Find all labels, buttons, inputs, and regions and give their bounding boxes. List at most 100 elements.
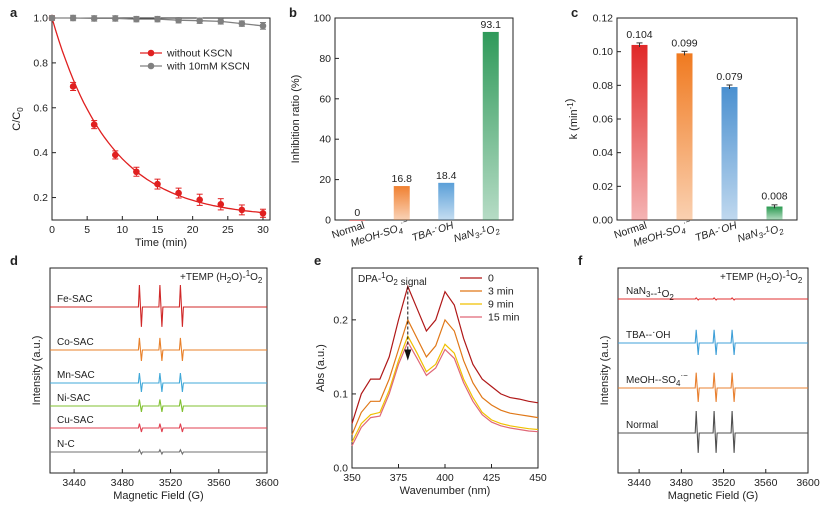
annotation: +TEMP (H2O)-1O2 (720, 269, 803, 285)
y-axis-tick-label: 0.02 (593, 181, 614, 193)
legend-marker (147, 62, 155, 70)
legend-marker (147, 49, 155, 57)
spectrum-label: MeOH--SO4·− (626, 371, 688, 388)
spectrum-line (50, 284, 267, 327)
x-axis-tick-label: 15 (152, 224, 164, 236)
panel-label: a (10, 5, 18, 20)
annotation: DPA-1O2 signal (358, 271, 427, 288)
y-axis-tick-label: 1.0 (33, 13, 48, 25)
panel-e: e 350 375 400 425 450 0.0 0.1 0.2 Wavenumber (nm)… (314, 253, 547, 497)
spectrum-line (618, 297, 808, 301)
y-axis-title: k (min-1) (564, 99, 580, 140)
x-axis-tick-label: 3600 (796, 477, 820, 489)
x-axis-tick-label: 3440 (627, 477, 651, 489)
data-point (175, 16, 182, 24)
bar-value-label: 0.099 (671, 37, 697, 49)
panel-label: b (289, 5, 297, 20)
y-axis-tick-label: 0.06 (593, 114, 614, 126)
spectrum-line (618, 329, 808, 355)
x-axis-tick-label: 3520 (159, 477, 183, 489)
bar-value-label: 0.079 (716, 71, 742, 83)
bar (766, 206, 783, 220)
y-axis-tick-label: 0.04 (593, 147, 614, 159)
y-axis-title: C/C0 (11, 107, 25, 131)
y-axis-tick-label: 40 (319, 134, 331, 146)
plot-frame (51, 17, 271, 221)
bar-value-label: 93.1 (481, 19, 502, 31)
spectrum-line (50, 423, 267, 433)
trend-arrow-head (404, 349, 412, 361)
bar (393, 186, 410, 220)
legend-label: without KSCN (166, 48, 232, 60)
series-line (351, 318, 539, 435)
y-axis-tick-label: 0.1 (333, 388, 348, 400)
x-axis-tick-label: 3520 (712, 477, 736, 489)
y-axis-tick-label: 0.10 (593, 46, 614, 58)
spectrum-label: TBA--·OH (626, 327, 670, 341)
data-point (48, 14, 56, 22)
y-axis-tick-label: 0.2 (33, 192, 48, 204)
data-point (69, 83, 77, 90)
series-line (351, 340, 539, 447)
x-axis-tick-label: 30 (257, 224, 269, 236)
spectrum-line (50, 399, 267, 412)
x-axis-tick-label: 3560 (207, 477, 231, 489)
spectrum-label: Cu-SAC (57, 415, 94, 426)
panel-label: f (578, 253, 583, 268)
bar (631, 44, 648, 220)
data-point (238, 20, 246, 27)
x-axis-tick-label: 375 (390, 472, 408, 484)
panel-label: d (10, 253, 18, 268)
annotation: +TEMP (H2O)-1O2 (180, 269, 263, 285)
x-axis-tick-label: 25 (222, 224, 234, 236)
y-axis-title: Abs (a.u.) (315, 344, 327, 392)
legend-label: 15 min (488, 312, 520, 324)
data-point (217, 200, 225, 208)
bar-value-label: 16.8 (392, 173, 413, 185)
x-axis-tick-label: 10 (116, 224, 128, 236)
y-axis-title: Intensity (a.u.) (599, 336, 611, 406)
data-point (238, 206, 246, 214)
data-point (90, 121, 98, 128)
panel-d: d 3440 3480 3520 3560 3600 Magnetic Field (G) I… (10, 253, 279, 502)
legend-label: 9 min (488, 299, 514, 311)
spectrum-label: Fe-SAC (57, 294, 93, 305)
bar-value-label: 18.4 (436, 170, 457, 182)
data-point (111, 15, 119, 22)
y-axis-tick-label: 60 (319, 93, 331, 105)
panel-label: e (314, 253, 321, 268)
x-axis-title: Magnetic Field (G) (668, 490, 758, 502)
data-point (90, 15, 98, 22)
x-axis-tick-label: 3560 (754, 477, 778, 489)
data-point (111, 151, 119, 159)
spectrum-line (50, 373, 267, 392)
y-axis-tick-label: 0.6 (33, 102, 48, 114)
data-point (217, 18, 225, 25)
data-point (69, 14, 77, 22)
x-axis-tick-label: 0 (49, 224, 55, 236)
y-axis-tick-label: 0.0 (333, 463, 348, 475)
spectrum-label: Co-SAC (57, 337, 94, 348)
data-point (196, 17, 203, 24)
spectrum-label: N-C (57, 439, 75, 450)
category-label: NaN3-1O2 (452, 219, 502, 250)
panel-label: c (571, 5, 578, 20)
x-axis-tick-label: 5 (84, 224, 90, 236)
data-point (154, 15, 161, 23)
x-axis-title: Magnetic Field (G) (113, 490, 203, 502)
y-axis-tick-label: 80 (319, 53, 331, 65)
x-axis-title: Time (min) (135, 237, 187, 249)
data-point (196, 196, 203, 204)
y-axis-tick-label: 0.4 (33, 147, 48, 159)
y-axis-tick-label: 0.2 (333, 314, 348, 326)
legend-label: 0 (488, 273, 494, 285)
bar (438, 182, 455, 220)
series-line (351, 334, 539, 443)
spectrum-label: Mn-SAC (57, 370, 95, 381)
x-axis-tick-label: 3480 (670, 477, 694, 489)
legend-label: 3 min (488, 286, 514, 298)
plot-frame (334, 17, 514, 221)
x-axis-tick-label: 3440 (62, 477, 86, 489)
spectrum-label: NaN3--1O2 (626, 286, 674, 302)
bar (721, 87, 738, 221)
